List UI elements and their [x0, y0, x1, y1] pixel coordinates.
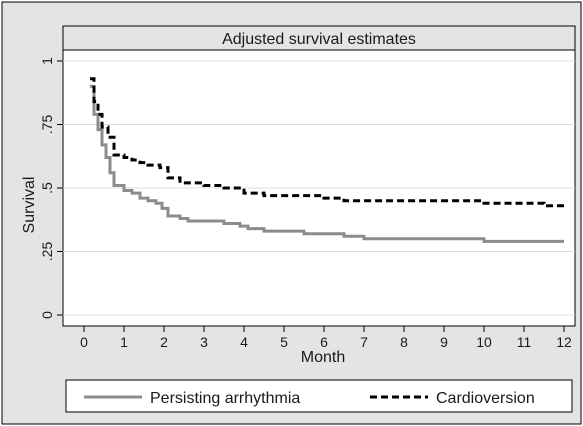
legend-box [65, 379, 573, 413]
chart-title: Adjusted survival estimates [222, 31, 416, 48]
x-tick-label: 12 [556, 334, 572, 350]
grid-lines [63, 60, 575, 316]
x-axis-label: Month [301, 349, 345, 366]
x-tick-label: 10 [476, 334, 492, 350]
series-line-cardioversion [90, 77, 564, 208]
x-tick-label: 7 [360, 334, 368, 350]
x-tick-label: 11 [517, 334, 532, 350]
x-tick-label: 6 [320, 334, 328, 350]
series-line-persisting-arrhythmia [90, 84, 564, 243]
legend: Persisting arrhythmia Cardioversion [84, 390, 535, 407]
x-tick-label: 0 [80, 334, 88, 350]
y-tick-label: .5 [39, 182, 55, 194]
series-lines [90, 77, 564, 243]
x-tick-label: 5 [280, 334, 288, 350]
legend-label: Persisting arrhythmia [150, 390, 300, 407]
x-tick-label: 3 [200, 334, 208, 350]
y-tick-label: .75 [39, 115, 55, 135]
title-band [62, 25, 576, 51]
x-tick-label: 8 [400, 334, 408, 350]
legend-label: Cardioversion [436, 390, 535, 407]
y-tick-label: 0 [39, 311, 55, 319]
y-tick-label: 1 [39, 57, 55, 65]
x-tick-label: 9 [440, 334, 448, 350]
y-axis-label: Survival [21, 177, 38, 234]
y-tick-label: .25 [39, 242, 55, 262]
x-tick-label: 2 [160, 334, 168, 350]
x-tick-label: 4 [240, 334, 248, 350]
x-tick-label: 1 [120, 334, 128, 350]
